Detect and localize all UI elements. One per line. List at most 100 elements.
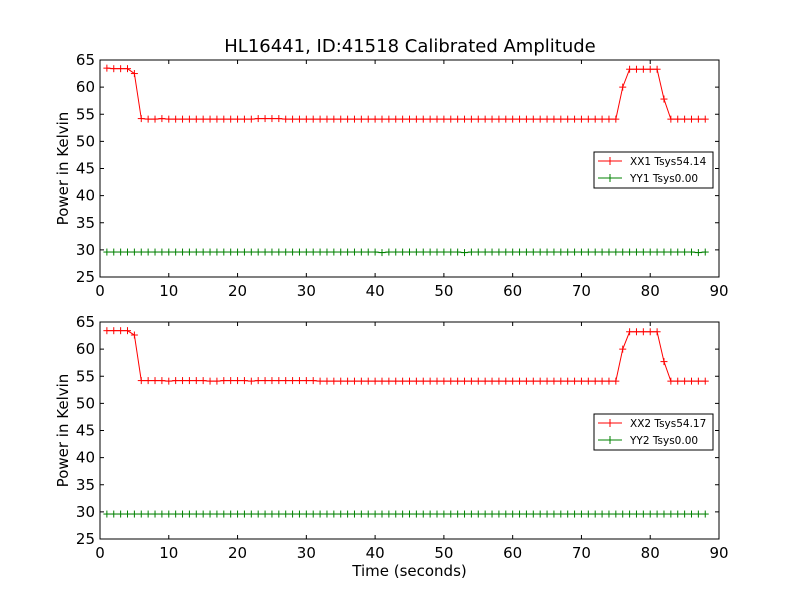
data-point: [110, 65, 118, 73]
data-point: [268, 377, 276, 385]
data-point: [179, 510, 187, 518]
data-point: [151, 377, 159, 385]
data-point: [461, 249, 469, 257]
data-point: [591, 115, 599, 123]
data-point: [660, 510, 668, 518]
data-point: [687, 510, 695, 518]
data-point: [509, 510, 517, 518]
data-point: [371, 115, 379, 123]
data-point: [357, 510, 365, 518]
data-point: [619, 83, 627, 91]
data-point: [626, 328, 634, 336]
data-point: [584, 377, 592, 385]
data-point: [117, 510, 125, 518]
data-point: [227, 377, 235, 385]
data-point: [295, 248, 303, 256]
data-point: [440, 377, 448, 385]
data-point: [605, 248, 613, 256]
data-point: [502, 115, 510, 123]
data-point: [130, 331, 138, 339]
data-point: [213, 377, 221, 385]
y-tick-label: 30: [76, 241, 95, 259]
data-point: [124, 510, 132, 518]
data-point: [254, 115, 262, 123]
data-point: [302, 377, 310, 385]
data-point: [653, 510, 661, 518]
data-point: [474, 377, 482, 385]
data-point: [392, 248, 400, 256]
data-point: [536, 248, 544, 256]
data-point: [495, 115, 503, 123]
data-point: [701, 377, 709, 385]
data-point: [687, 115, 695, 123]
data-point: [522, 510, 530, 518]
data-point: [426, 115, 434, 123]
bottom-plot-panel: 0 10 20 30 40 50 60 70 80 90 25 30 35 40 45 50 55 60 65 Pow…: [54, 313, 729, 580]
data-point: [227, 248, 235, 256]
data-point: [316, 510, 324, 518]
data-point: [612, 248, 620, 256]
x-tick-label: 80: [641, 282, 660, 300]
data-point: [646, 510, 654, 518]
data-point: [302, 248, 310, 256]
data-point: [206, 115, 214, 123]
x-tick-label: 60: [503, 282, 522, 300]
x-tick-label: 30: [297, 282, 316, 300]
legend-label: YY1 Tsys0.00: [629, 173, 698, 185]
y-tick-label: 50: [76, 394, 95, 412]
data-point: [172, 510, 180, 518]
data-point: [289, 248, 297, 256]
data-point: [543, 248, 551, 256]
data-point: [701, 248, 709, 256]
x-tick-label: 50: [434, 544, 453, 562]
legend-item: XX2 Tsys54.17: [598, 418, 706, 430]
data-point: [392, 510, 400, 518]
data-point: [660, 358, 668, 366]
chart-title: HL16441, ID:41518 Calibrated Amplitude: [224, 36, 595, 57]
data-point: [172, 115, 180, 123]
data-point: [467, 115, 475, 123]
data-point: [557, 248, 565, 256]
data-point: [385, 115, 393, 123]
x-axis-label: Time (seconds): [351, 562, 467, 580]
data-point: [289, 115, 297, 123]
data-point: [440, 248, 448, 256]
data-point: [151, 248, 159, 256]
data-point: [681, 377, 689, 385]
data-point: [144, 377, 152, 385]
data-point: [564, 248, 572, 256]
data-point: [694, 249, 702, 257]
x-tick-label: 10: [159, 544, 178, 562]
data-point: [646, 328, 654, 336]
y-axis-label: Power in Kelvin: [54, 112, 72, 226]
data-point: [275, 248, 283, 256]
data-point: [474, 115, 482, 123]
y-tick-label: 50: [76, 132, 95, 150]
data-point: [350, 248, 358, 256]
data-point: [330, 115, 338, 123]
data-point: [185, 248, 193, 256]
data-point: [550, 115, 558, 123]
data-point: [646, 248, 654, 256]
data-point: [557, 115, 565, 123]
data-point: [681, 248, 689, 256]
x-tick-label: 40: [366, 282, 385, 300]
data-point: [261, 377, 269, 385]
data-point: [522, 115, 530, 123]
data-point: [179, 377, 187, 385]
data-point: [591, 248, 599, 256]
data-point: [234, 248, 242, 256]
y-tick-label: 60: [76, 78, 95, 96]
data-point: [543, 115, 551, 123]
data-point: [557, 377, 565, 385]
legend-item: YY2 Tsys0.00: [598, 435, 698, 447]
data-point: [344, 377, 352, 385]
data-point: [234, 510, 242, 518]
data-point: [454, 248, 462, 256]
data-point: [165, 115, 173, 123]
data-point: [330, 377, 338, 385]
data-point: [220, 377, 228, 385]
data-point: [371, 510, 379, 518]
x-tick-label: 80: [641, 544, 660, 562]
data-point: [295, 510, 303, 518]
